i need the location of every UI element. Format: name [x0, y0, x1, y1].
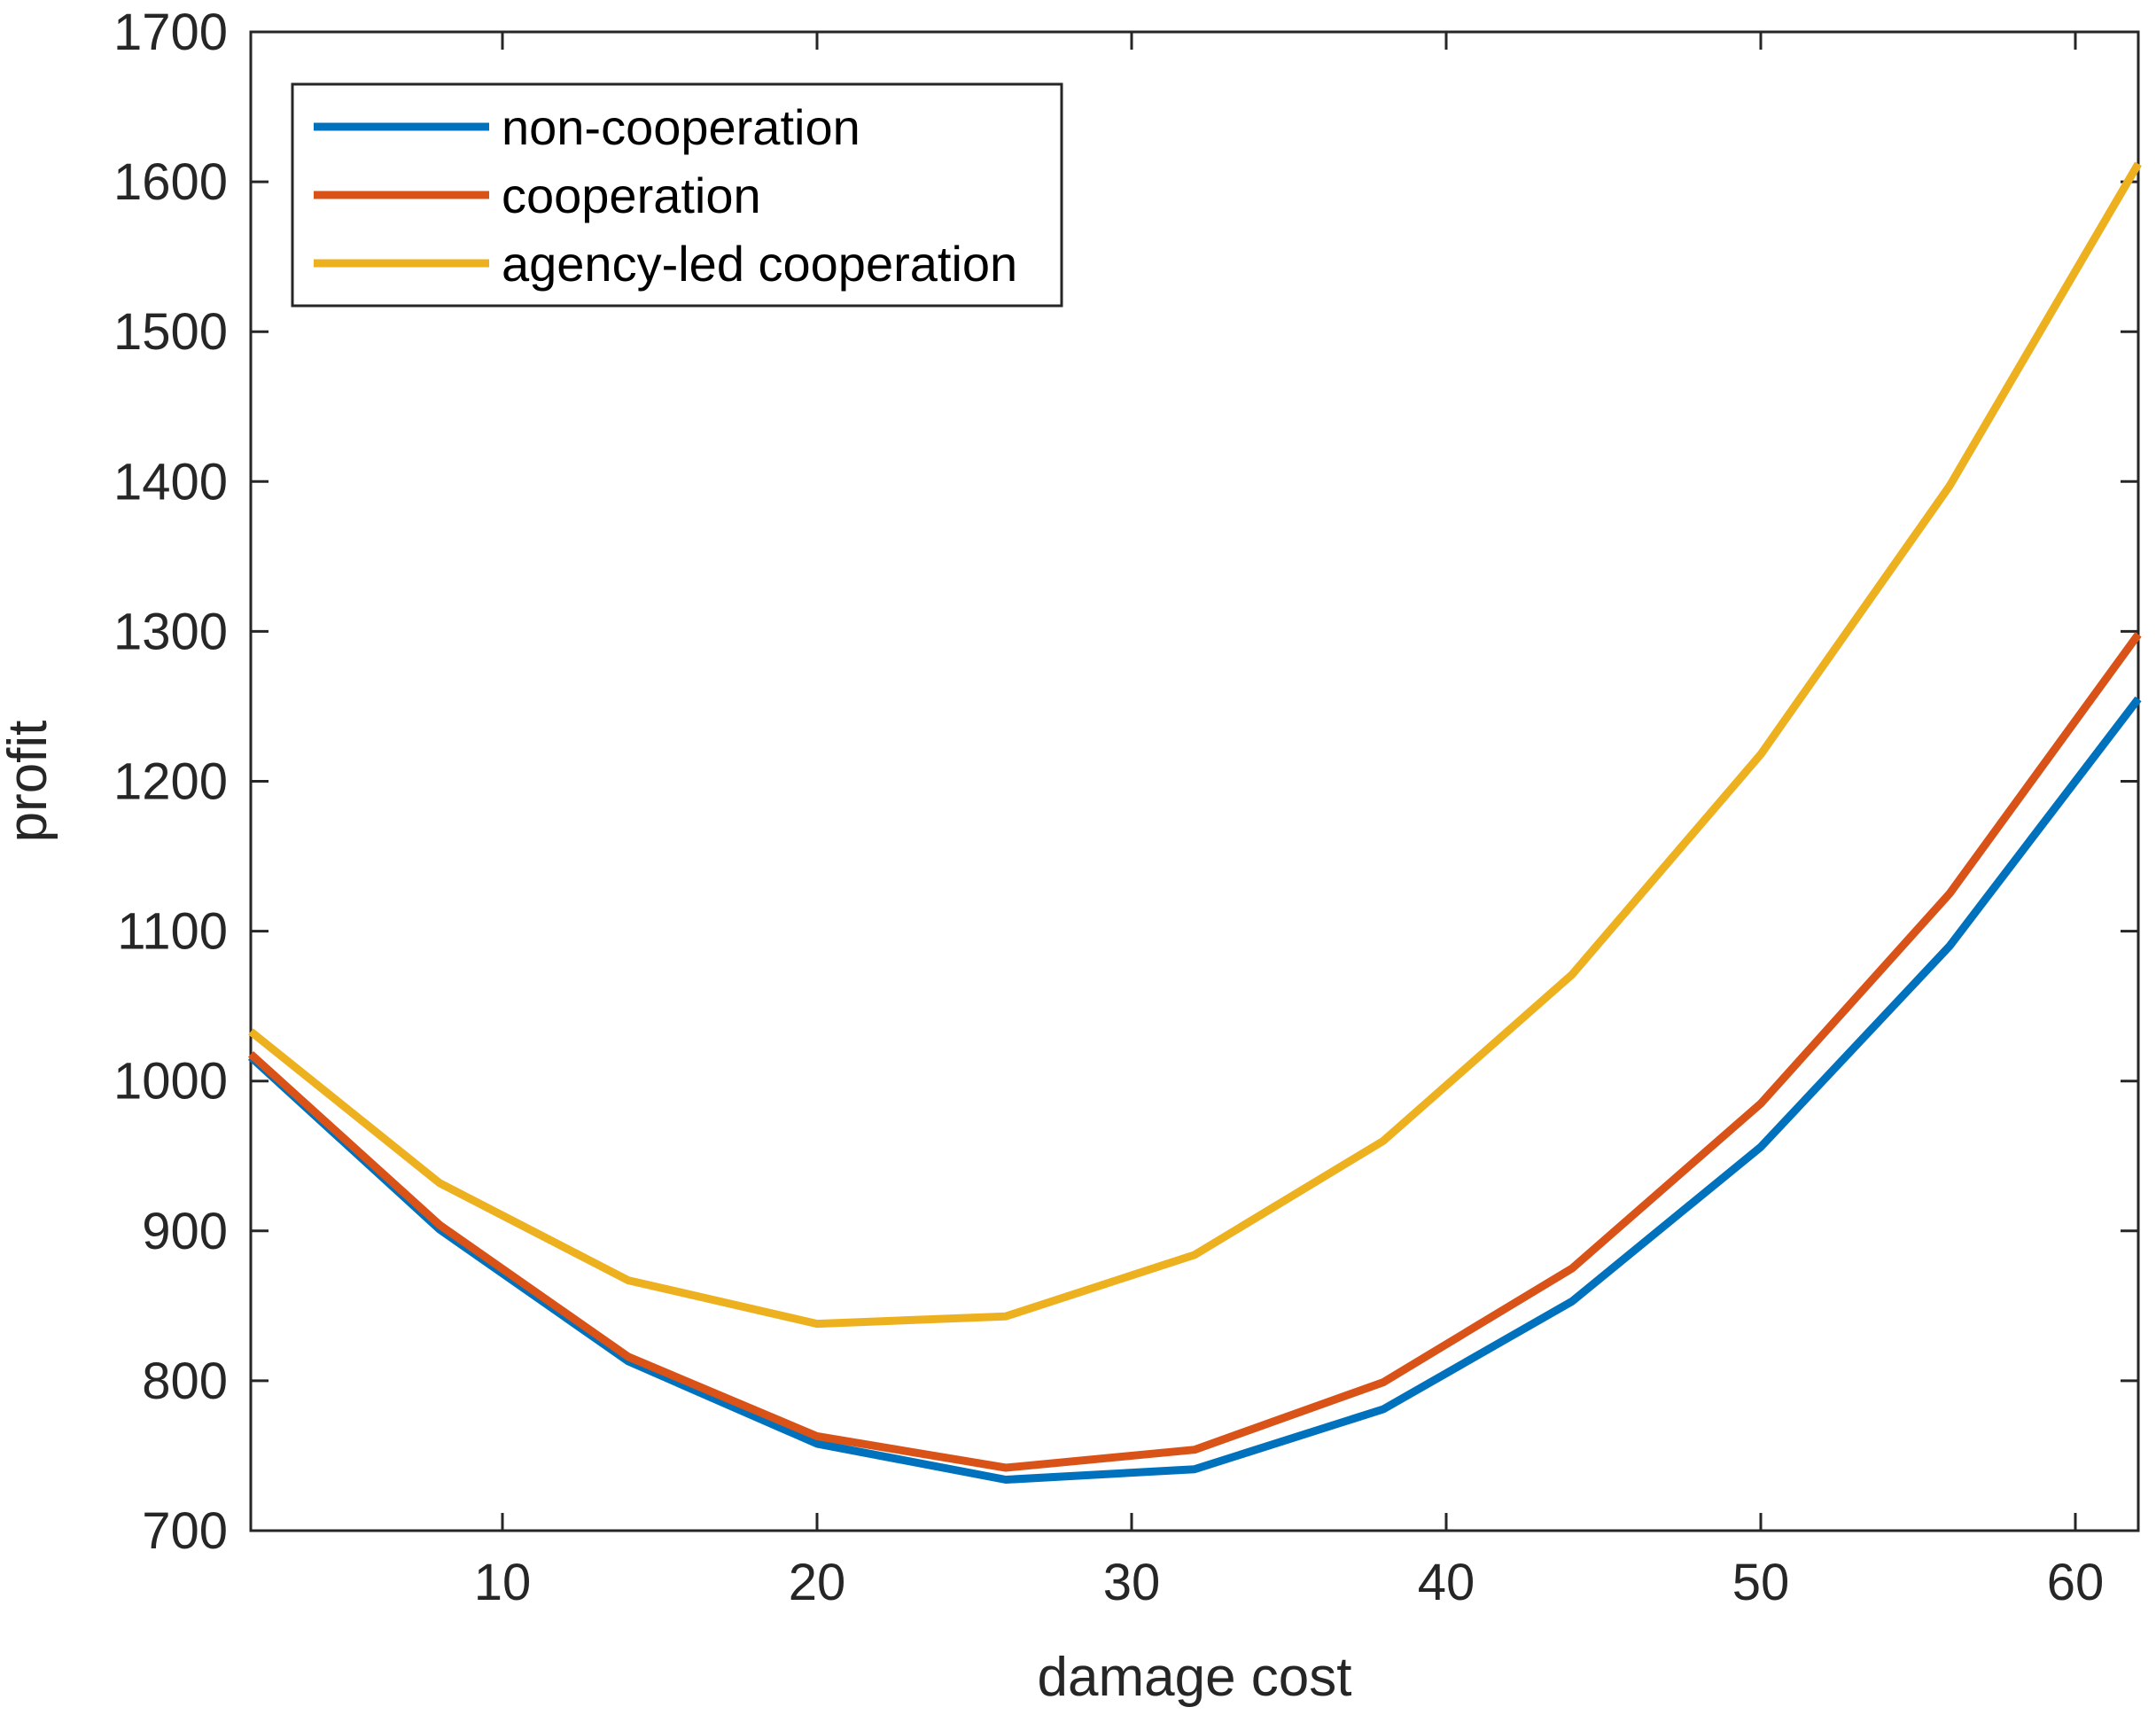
y-tick-label: 700	[142, 1502, 228, 1560]
x-axis-title: damage cost	[1038, 1647, 1352, 1708]
y-tick-label: 1600	[113, 153, 228, 211]
legend-label: agency-led cooperation	[502, 236, 1017, 292]
y-tick-label: 1500	[113, 303, 228, 361]
y-tick-label: 1100	[117, 903, 228, 961]
y-tick-label: 900	[142, 1203, 228, 1260]
series-line-agency-led-cooperation	[248, 161, 2142, 1329]
y-tick-label: 1400	[113, 453, 228, 511]
legend-label: non-cooperation	[502, 99, 860, 155]
x-tick-label: 50	[1732, 1554, 1790, 1611]
data-lines	[247, 161, 2142, 1484]
legend: non-cooperation cooperation agency-led coo…	[291, 82, 1063, 308]
x-tick-label: 40	[1418, 1554, 1475, 1611]
series-line-cooperation	[247, 632, 2142, 1472]
x-tick-label: 60	[2047, 1554, 2105, 1611]
y-tick-label: 1000	[113, 1053, 228, 1111]
legend-label: cooperation	[502, 168, 761, 223]
y-tick-label: 1300	[113, 603, 228, 660]
y-tick-label: 800	[142, 1353, 228, 1410]
axis-ticks: 10 20 30 40 50 60 700 800 900 1000 1100 1200 1300 140…	[113, 4, 2138, 1611]
x-tick-label: 20	[789, 1554, 846, 1611]
y-tick-label: 1200	[113, 753, 228, 811]
y-tick-label: 1700	[113, 4, 228, 61]
x-tick-label: 30	[1103, 1554, 1161, 1611]
y-axis-title: profit	[0, 721, 58, 843]
x-tick-label: 10	[474, 1554, 532, 1611]
